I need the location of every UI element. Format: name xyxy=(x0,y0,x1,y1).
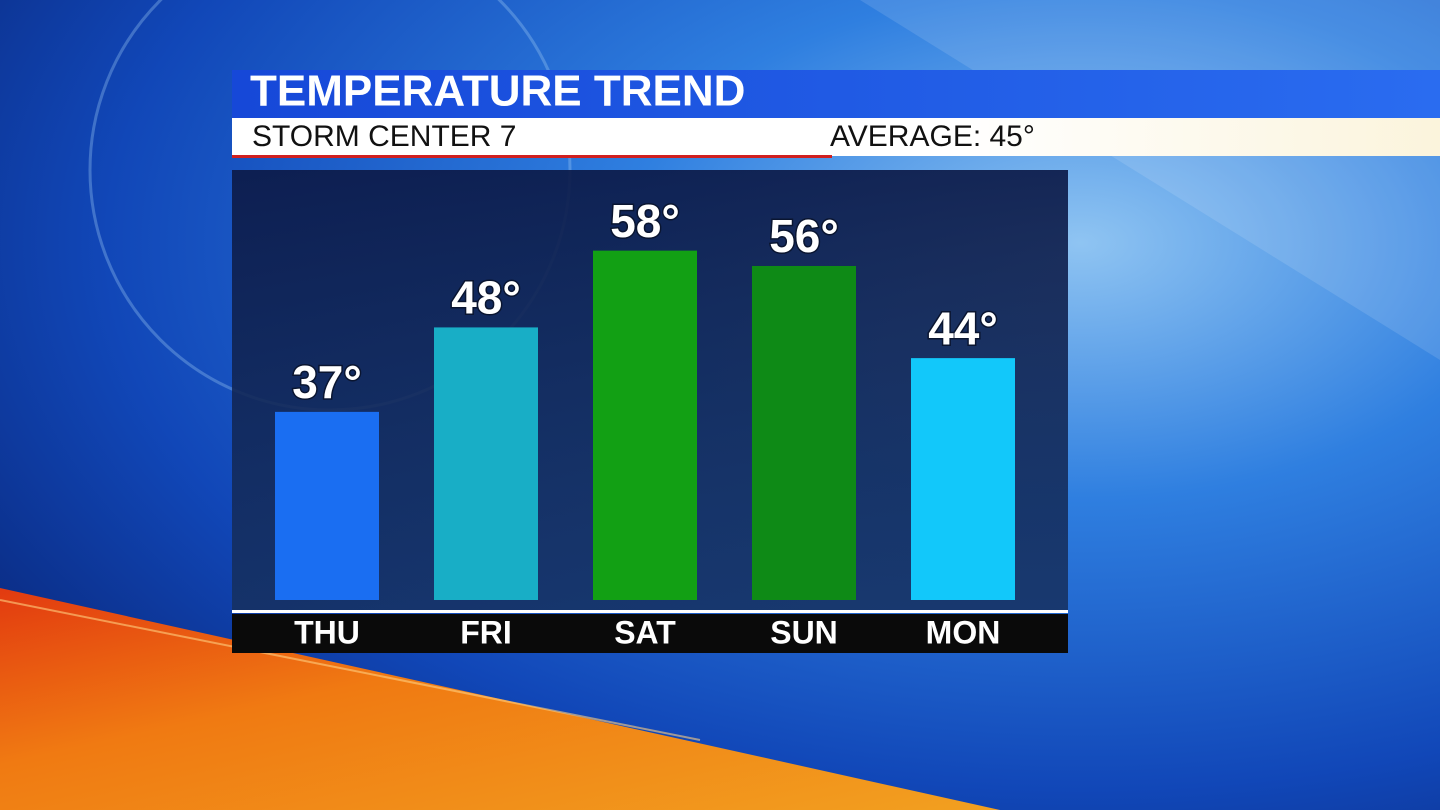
x-tick-label: THU xyxy=(294,614,360,650)
bar xyxy=(275,411,379,600)
x-tick-label: MON xyxy=(926,614,1001,650)
subtitle-bar xyxy=(232,118,1440,156)
bar xyxy=(434,327,538,600)
baseline xyxy=(232,610,1068,613)
value-label: 56° xyxy=(769,210,839,262)
title-bar xyxy=(232,70,1440,118)
value-label: 44° xyxy=(928,302,998,354)
background-streak xyxy=(0,599,701,741)
bar xyxy=(752,265,856,600)
value-label: 58° xyxy=(610,195,680,247)
subtitle: STORM CENTER 7 xyxy=(252,120,516,153)
value-label: 37° xyxy=(292,356,362,408)
x-tick-label: FRI xyxy=(460,614,512,650)
bar xyxy=(911,358,1015,600)
chart-title: TEMPERATURE TREND xyxy=(250,67,745,116)
subtitle-rule xyxy=(232,155,832,158)
x-tick-label: SUN xyxy=(770,614,838,650)
annotation: AVERAGE: 45° xyxy=(830,120,1035,153)
bar xyxy=(593,250,697,600)
value-label: 48° xyxy=(451,272,521,324)
category-bar xyxy=(232,614,1068,653)
x-tick-label: SAT xyxy=(614,614,676,650)
